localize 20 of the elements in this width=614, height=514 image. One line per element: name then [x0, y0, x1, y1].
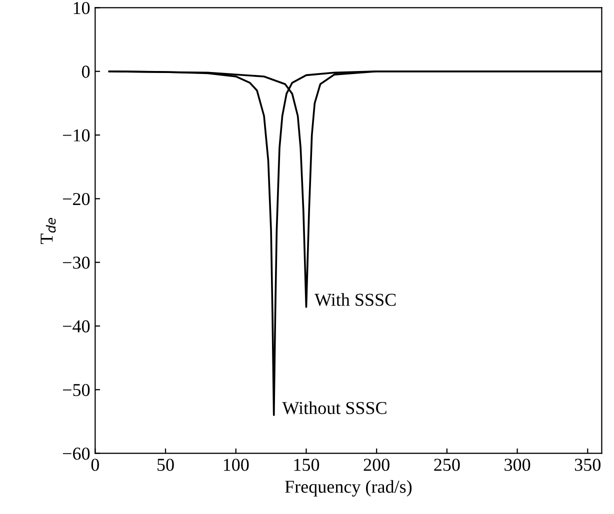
y-tick-label: −20 [62, 192, 90, 206]
annotation: With SSSC [314, 293, 396, 306]
y-tick-label: −40 [62, 320, 90, 332]
y-tick-label: −50 [62, 384, 90, 396]
x-tick-label: 200 [364, 458, 390, 471]
x-tick-label: 100 [224, 458, 249, 471]
x-tick-label: 50 [158, 458, 174, 471]
x-tick-label: 350 [574, 458, 600, 471]
y-tick-label: 0 [82, 66, 90, 78]
annotation: Without SSSC [282, 401, 386, 414]
y-axis-title: T$_{de}$ [40, 218, 56, 244]
y-tick-label: 10 [74, 2, 90, 14]
x-tick-label: 250 [434, 458, 460, 471]
x-axis-title: Frequency (rad/s) [285, 480, 412, 497]
x-tick-label: 300 [504, 458, 530, 471]
x-tick-label: 150 [294, 458, 320, 471]
y-tick-label: −60 [62, 448, 90, 460]
x-tick-label: 0 [91, 458, 99, 471]
y-tick-label: −30 [62, 256, 90, 269]
y-tick-label: −10 [62, 129, 90, 142]
